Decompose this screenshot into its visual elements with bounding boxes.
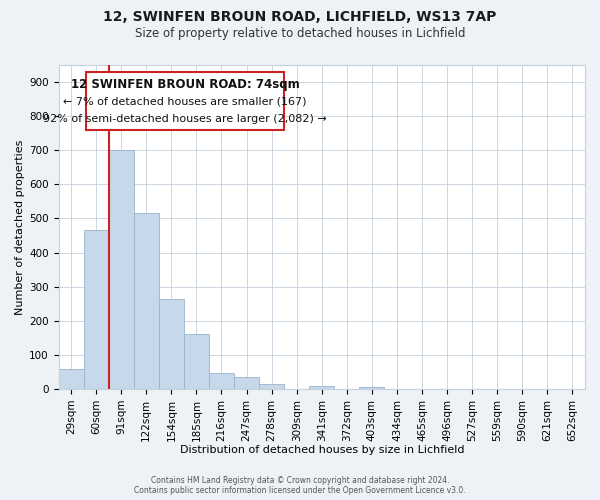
X-axis label: Distribution of detached houses by size in Lichfield: Distribution of detached houses by size … [179,445,464,455]
Bar [59,368,83,389]
Text: 12, SWINFEN BROUN ROAD, LICHFIELD, WS13 7AP: 12, SWINFEN BROUN ROAD, LICHFIELD, WS13 … [103,10,497,24]
Text: Contains HM Land Registry data © Crown copyright and database right 2024.: Contains HM Land Registry data © Crown c… [151,476,449,485]
Text: 12 SWINFEN BROUN ROAD: 74sqm: 12 SWINFEN BROUN ROAD: 74sqm [71,78,299,91]
Bar [159,298,184,389]
Bar [209,372,234,389]
Bar [259,384,284,389]
Text: ← 7% of detached houses are smaller (167): ← 7% of detached houses are smaller (167… [64,97,307,107]
Text: Size of property relative to detached houses in Lichfield: Size of property relative to detached ho… [135,28,465,40]
Text: 92% of semi-detached houses are larger (2,082) →: 92% of semi-detached houses are larger (… [43,114,327,124]
Bar [109,150,134,389]
Bar [134,214,159,389]
Bar [83,230,109,389]
Bar [184,334,209,389]
Bar [309,386,334,389]
Bar [234,377,259,389]
FancyBboxPatch shape [86,72,284,130]
Bar [359,388,385,389]
Y-axis label: Number of detached properties: Number of detached properties [15,140,25,314]
Text: Contains public sector information licensed under the Open Government Licence v3: Contains public sector information licen… [134,486,466,495]
